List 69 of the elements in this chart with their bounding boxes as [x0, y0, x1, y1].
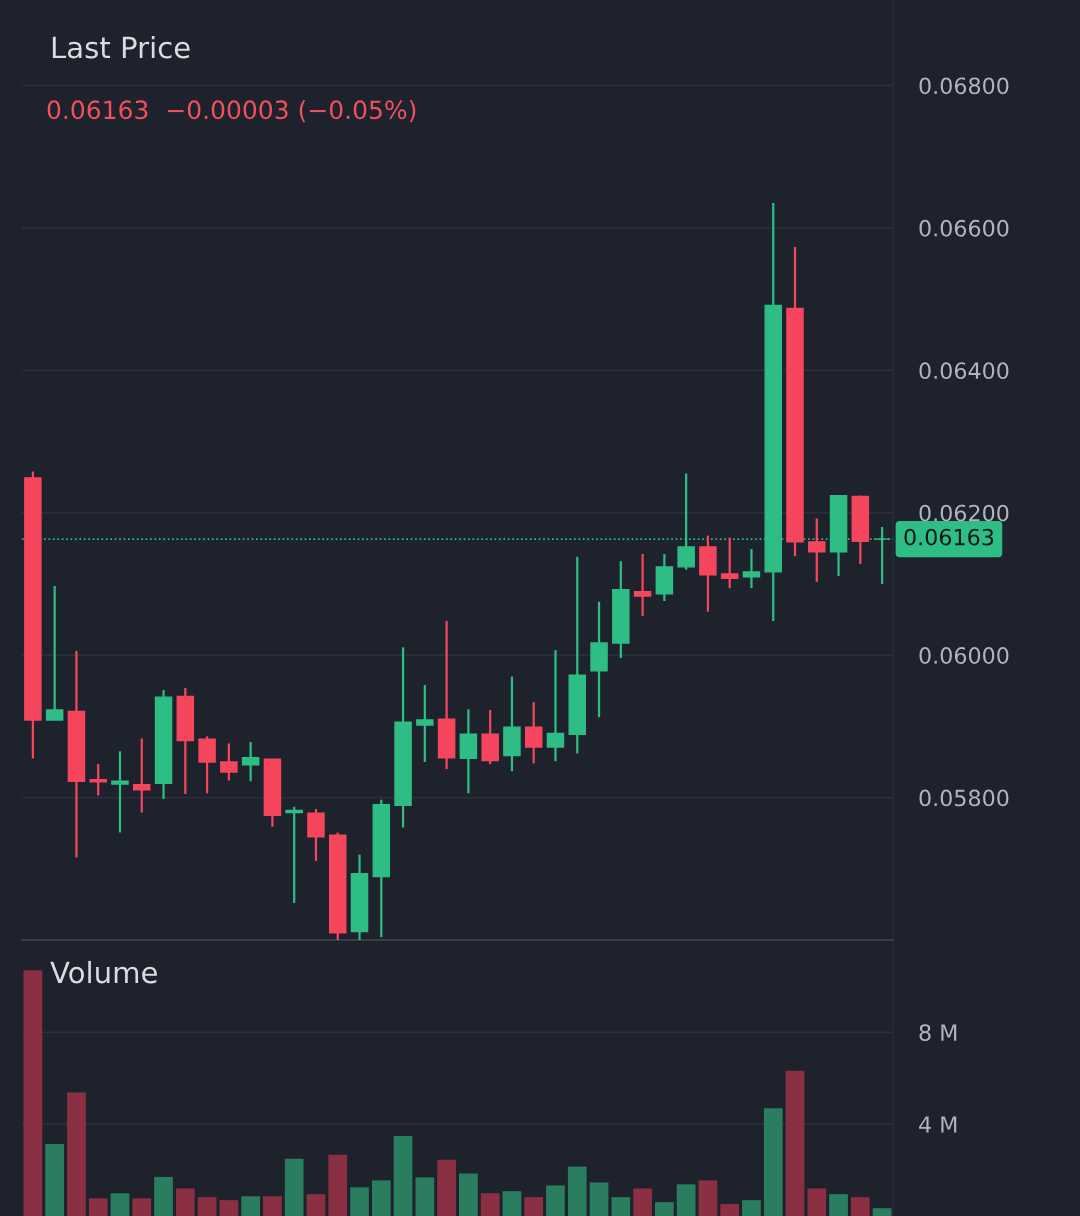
- candlestick: [111, 750, 129, 834]
- bar: [720, 1204, 740, 1216]
- y-tick-label: 4 M: [919, 1116, 957, 1133]
- candlestick: [45, 584, 64, 722]
- bar: [88, 1198, 108, 1216]
- text: Last Price: [52, 35, 190, 59]
- bar: [589, 1182, 609, 1216]
- y-tick-label: 0.06000: [919, 647, 1009, 664]
- chart-title: Volume: [50, 960, 157, 984]
- bar: [23, 970, 43, 1216]
- y-tick-label: 8 M: [919, 1024, 957, 1042]
- bar: [393, 1136, 413, 1216]
- bar: [219, 1200, 239, 1216]
- bar: [154, 1176, 173, 1216]
- bar: [633, 1188, 652, 1216]
- ref-line-label: 0.06163: [904, 528, 994, 546]
- candlestick: [416, 683, 434, 764]
- bar: [263, 1196, 282, 1216]
- bar: [807, 1188, 827, 1216]
- candlestick: [808, 517, 826, 583]
- y-tick-label: 0.05800: [919, 789, 1009, 807]
- y-tick-label: 0.06400: [919, 362, 1009, 380]
- candlestick: [241, 740, 260, 783]
- bar: [459, 1173, 478, 1216]
- bar: [502, 1191, 522, 1216]
- candlestick: [198, 735, 216, 795]
- bar: [350, 1187, 369, 1216]
- y-tick-label: 0.06800: [919, 77, 1009, 95]
- y-tick-label: 0.06200: [919, 504, 1009, 522]
- bar: [67, 1092, 86, 1216]
- candlestick: [220, 742, 238, 782]
- bar: [132, 1198, 152, 1216]
- bar: [306, 1194, 326, 1216]
- bar: [676, 1184, 696, 1216]
- bar: [785, 1070, 805, 1216]
- bar: [197, 1197, 217, 1216]
- bar: [698, 1180, 718, 1216]
- bar: [328, 1154, 348, 1216]
- bar: [371, 1180, 391, 1216]
- bar: [742, 1200, 761, 1216]
- text: 0.06163 −0.00003 (−0.05%): [47, 99, 416, 123]
- candlestick: [307, 807, 325, 863]
- candlestick: [524, 701, 543, 765]
- candlestick: [133, 737, 151, 814]
- bar: [850, 1197, 870, 1216]
- candlestick: [873, 525, 891, 586]
- bar: [524, 1197, 544, 1216]
- candlestick: [89, 763, 107, 797]
- candlestick: [633, 552, 652, 618]
- bar: [829, 1194, 848, 1216]
- bar: [546, 1185, 565, 1216]
- bar: [110, 1193, 130, 1216]
- bar: [45, 1143, 65, 1216]
- bar: [437, 1159, 456, 1216]
- bar: [415, 1177, 435, 1216]
- bar: [655, 1202, 674, 1216]
- candlestick: [546, 649, 565, 763]
- bar: [763, 1108, 783, 1216]
- candlestick: [742, 547, 761, 590]
- bar: [175, 1188, 195, 1216]
- candlestick: [285, 805, 303, 905]
- bar: [567, 1166, 587, 1216]
- bar: [872, 1208, 892, 1216]
- bar: [241, 1196, 260, 1216]
- candlestick: [720, 536, 739, 590]
- bar: [284, 1158, 304, 1216]
- y-tick-label: 0.06600: [919, 219, 1009, 237]
- bar: [480, 1193, 500, 1216]
- bar: [611, 1197, 631, 1216]
